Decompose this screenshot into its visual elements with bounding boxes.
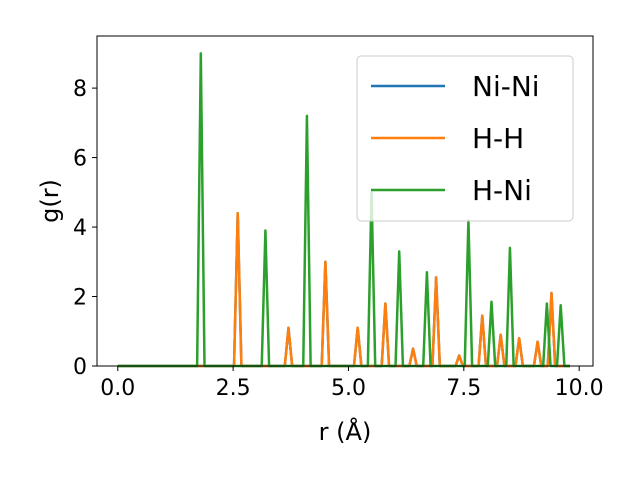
y-tick-label: 0: [73, 355, 87, 380]
plot-frame: [96, 35, 594, 367]
series-line-h-h: [117, 211, 570, 368]
legend-label: Ni-Ni: [472, 70, 540, 103]
y-tick-label: 4: [73, 216, 87, 241]
x-tick-label: 0.0: [100, 376, 135, 401]
y-axis: 0 2 4 6 8: [73, 77, 97, 380]
y-tick-label: 8: [73, 77, 87, 102]
x-tick-label: 7.5: [446, 376, 481, 401]
legend-label: H-H: [472, 122, 524, 155]
legend-label: H-Ni: [472, 174, 532, 207]
x-axis-label: r (Å): [319, 417, 372, 446]
x-axis: 0.0 2.5 5.0 7.5 10.0: [100, 366, 604, 401]
x-tick-label: 5.0: [331, 376, 366, 401]
x-tick-label: 2.5: [216, 376, 251, 401]
legend-box: [356, 55, 574, 222]
y-tick-label: 6: [73, 147, 87, 172]
series-line-h-ni: [117, 52, 570, 368]
legend: Ni-Ni H-H H-Ni: [356, 55, 574, 222]
y-axis-label: g(r): [36, 179, 64, 223]
x-tick-label: 10.0: [555, 376, 604, 401]
y-tick-label: 2: [73, 286, 87, 311]
